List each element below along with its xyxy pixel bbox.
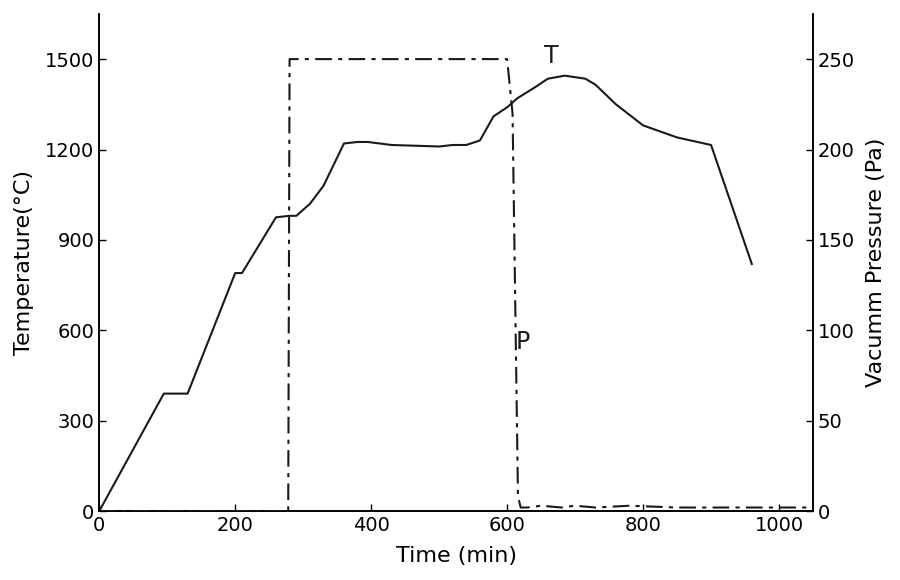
Text: P: P — [516, 331, 529, 354]
Y-axis label: Temperature(°C): Temperature(°C) — [14, 170, 34, 355]
Text: T: T — [544, 44, 559, 68]
X-axis label: Time (min): Time (min) — [396, 546, 517, 566]
Y-axis label: Vacumm Pressure (Pa): Vacumm Pressure (Pa) — [866, 138, 886, 387]
